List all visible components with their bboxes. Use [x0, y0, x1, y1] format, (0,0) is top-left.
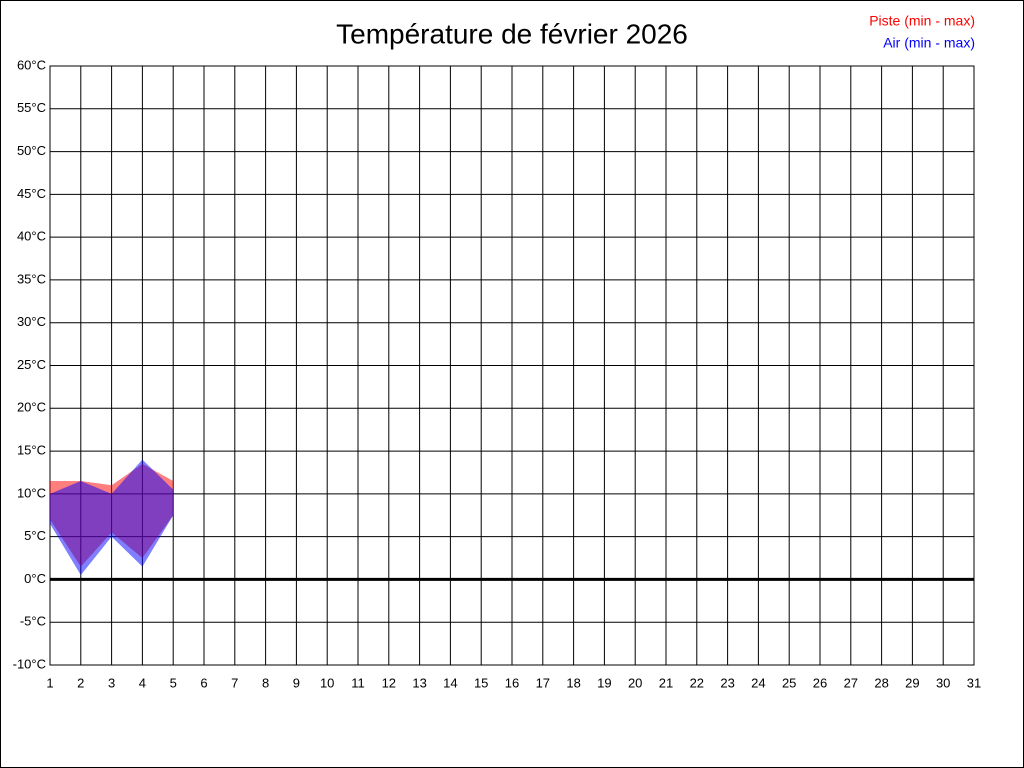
legend-entry: Air (min - max): [883, 35, 975, 51]
y-tick-label: 60°C: [17, 57, 46, 72]
x-tick-label: 5: [170, 675, 177, 690]
x-tick-label: 8: [262, 675, 269, 690]
x-tick-label: 1: [46, 675, 53, 690]
x-tick-label: 16: [505, 675, 519, 690]
x-tick-label: 13: [412, 675, 426, 690]
x-tick-label: 18: [566, 675, 580, 690]
y-tick-label: 0°C: [24, 571, 46, 586]
y-tick-label: 45°C: [17, 186, 46, 201]
x-tick-label: 24: [751, 675, 765, 690]
x-tick-label: 4: [139, 675, 146, 690]
y-tick-label: 35°C: [17, 271, 46, 286]
x-tick-label: 12: [382, 675, 396, 690]
x-tick-label: 26: [813, 675, 827, 690]
x-tick-label: 3: [108, 675, 115, 690]
x-tick-label: 10: [320, 675, 334, 690]
x-tick-label: 15: [474, 675, 488, 690]
y-tick-label: 25°C: [17, 357, 46, 372]
legend-entry: Piste (min - max): [869, 13, 975, 29]
x-tick-label: 22: [690, 675, 704, 690]
y-tick-label: 50°C: [17, 143, 46, 158]
x-tick-label: 30: [936, 675, 950, 690]
x-tick-label: 19: [597, 675, 611, 690]
y-tick-label: 30°C: [17, 314, 46, 329]
x-tick-label: 29: [905, 675, 919, 690]
y-tick-label: 10°C: [17, 485, 46, 500]
y-tick-label: 15°C: [17, 443, 46, 458]
x-tick-label: 25: [782, 675, 796, 690]
x-tick-label: 11: [351, 675, 365, 690]
x-tick-label: 27: [844, 675, 858, 690]
x-tick-label: 9: [293, 675, 300, 690]
y-tick-label: -10°C: [13, 656, 46, 671]
x-tick-label: 28: [874, 675, 888, 690]
y-tick-label: 5°C: [24, 528, 46, 543]
y-tick-label: 40°C: [17, 229, 46, 244]
y-tick-label: 55°C: [17, 100, 46, 115]
x-tick-label: 14: [443, 675, 457, 690]
chart-title: Température de février 2026: [336, 18, 688, 49]
y-tick-label: -5°C: [20, 614, 46, 629]
x-tick-label: 7: [231, 675, 238, 690]
x-tick-label: 31: [967, 675, 981, 690]
x-tick-label: 2: [77, 675, 84, 690]
range-band: [50, 459, 174, 576]
x-tick-label: 20: [628, 675, 642, 690]
x-tick-label: 17: [536, 675, 550, 690]
x-tick-label: 23: [720, 675, 734, 690]
x-tick-label: 21: [659, 675, 673, 690]
y-tick-label: 20°C: [17, 400, 46, 415]
x-tick-label: 6: [200, 675, 207, 690]
